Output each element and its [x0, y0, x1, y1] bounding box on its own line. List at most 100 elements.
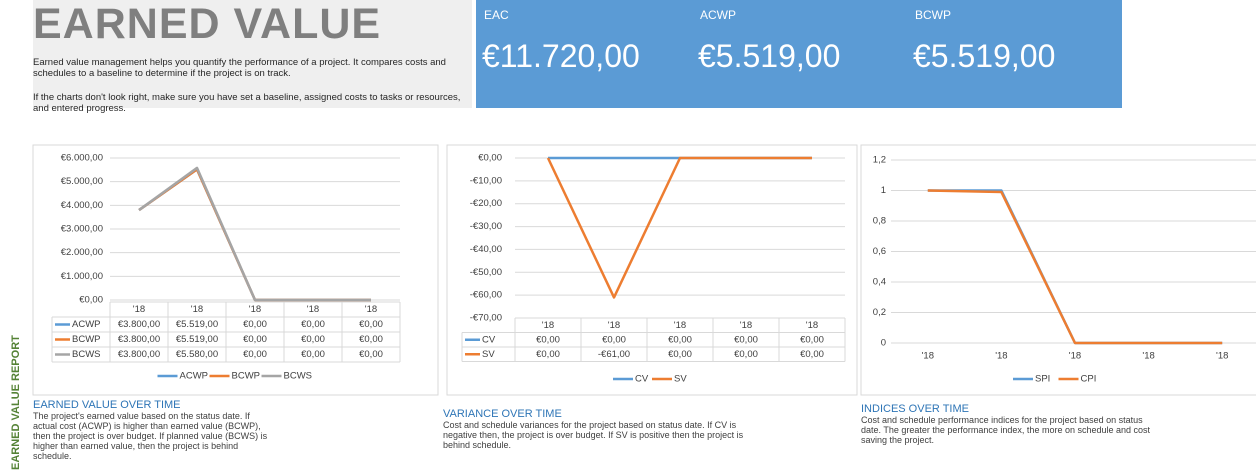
x-tick-label: '18: [1142, 351, 1154, 362]
y-tick-label: -€50,00: [470, 267, 502, 278]
table-row-label: CV: [482, 334, 496, 345]
section-text: Cost and schedule variances for the proj…: [443, 420, 744, 450]
side-label: EARNED VALUE REPORT: [10, 335, 22, 470]
x-tick-label: '18: [1216, 351, 1228, 362]
table-value: €5.519,00: [176, 319, 218, 330]
category-label: '18: [542, 320, 554, 331]
section-heading: EARNED VALUE OVER TIME: [33, 399, 181, 411]
table-value: €3.800,00: [118, 334, 160, 345]
intro-text: If the charts don't look right, make sur…: [33, 92, 461, 114]
legend-label: BCWS: [284, 371, 313, 382]
category-label: '18: [740, 320, 752, 331]
metric-value: €5.519,00: [698, 38, 841, 74]
series-line: [546, 156, 812, 299]
y-tick-label: -€70,00: [470, 313, 502, 324]
y-tick-label: 1: [881, 185, 886, 196]
table-value: €0,00: [668, 349, 692, 360]
y-tick-label: 0: [881, 338, 886, 349]
series-line: [927, 189, 1223, 345]
y-tick-label: €0,00: [79, 295, 103, 306]
table-value: €0,00: [602, 334, 626, 345]
y-tick-label: -€40,00: [470, 244, 502, 255]
category-label: '18: [608, 320, 620, 331]
table-value: €0,00: [301, 319, 325, 330]
section-heading: INDICES OVER TIME: [861, 403, 969, 415]
legend-label: SV: [674, 374, 687, 385]
y-tick-label: -€30,00: [470, 221, 502, 232]
x-tick-label: '18: [1069, 351, 1081, 362]
section-heading: VARIANCE OVER TIME: [443, 408, 562, 420]
table-value: €0,00: [536, 349, 560, 360]
metric-label: EAC: [484, 8, 509, 22]
table-value: €0,00: [536, 334, 560, 345]
y-tick-label: €5.000,00: [61, 176, 103, 187]
y-tick-label: -€10,00: [470, 175, 502, 186]
table-value: €0,00: [668, 334, 692, 345]
table-value: €0,00: [800, 349, 824, 360]
metrics-panel: EAC €11.720,00 ACWP €5.519,00 BCWP €5.51…: [476, 0, 1122, 108]
section: EARNED VALUE OVER TIME The project's ear…: [33, 399, 273, 461]
table-value: €5.519,00: [176, 334, 218, 345]
y-tick-label: €3.000,00: [61, 224, 103, 235]
category-label: '18: [133, 304, 145, 315]
header-panel: EARNED VALUE Earned value management hel…: [33, 0, 472, 114]
table-value: €0,00: [359, 349, 383, 360]
intro-text: Earned value management helps you quanti…: [33, 57, 446, 79]
x-tick-label: '18: [995, 351, 1007, 362]
x-tick-label: '18: [922, 351, 934, 362]
table-row-label: BCWS: [72, 349, 101, 360]
y-tick-label: 0,6: [873, 246, 886, 257]
section: INDICES OVER TIME Cost and schedule perf…: [861, 403, 1161, 445]
category-label: '18: [806, 320, 818, 331]
table-value: €0,00: [243, 319, 267, 330]
series-line: [138, 166, 371, 302]
chart-frame: [32, 144, 439, 396]
table-value: €0,00: [359, 319, 383, 330]
metric-label: ACWP: [700, 8, 736, 22]
legend-label: BCWP: [232, 371, 261, 382]
metric-value: €11.720,00: [482, 38, 640, 74]
legend-label: CV: [635, 374, 649, 385]
table-value: €3.800,00: [118, 319, 160, 330]
table-value: €0,00: [301, 334, 325, 345]
category-label: '18: [249, 304, 261, 315]
table-value: -€61,00: [598, 349, 630, 360]
y-tick-label: -€60,00: [470, 290, 502, 301]
section-text: The project's earned value based on the …: [33, 411, 268, 461]
table-row-label: SV: [482, 349, 495, 360]
category-label: '18: [191, 304, 203, 315]
report-title: EARNED VALUE: [33, 0, 382, 48]
y-tick-label: 0,8: [873, 216, 886, 227]
category-label: '18: [307, 304, 319, 315]
y-tick-label: €2.000,00: [61, 247, 103, 258]
category-label: '18: [674, 320, 686, 331]
category-label: '18: [365, 304, 377, 315]
legend-label: SPI: [1035, 374, 1050, 385]
table-value: €0,00: [243, 334, 267, 345]
table-row-label: ACWP: [72, 319, 101, 330]
table-value: €5.580,00: [176, 349, 218, 360]
y-tick-label: 0,2: [873, 307, 886, 318]
table-value: €0,00: [243, 349, 267, 360]
metric-value: €5.519,00: [913, 38, 1056, 74]
y-tick-label: 1,2: [873, 155, 886, 166]
table-value: €0,00: [301, 349, 325, 360]
table-value: €0,00: [800, 334, 824, 345]
y-tick-label: -€20,00: [470, 198, 502, 209]
table-value: €0,00: [359, 334, 383, 345]
y-tick-label: €6.000,00: [61, 153, 103, 164]
section: VARIANCE OVER TIME Cost and schedule var…: [443, 408, 763, 450]
table-value: €0,00: [734, 334, 758, 345]
table-value: €0,00: [734, 349, 758, 360]
table-row-label: BCWP: [72, 334, 101, 345]
chart-frame: [446, 144, 858, 396]
table-value: €3.800,00: [118, 349, 160, 360]
metric-label: BCWP: [915, 8, 951, 22]
chart-frame: [860, 144, 1256, 396]
y-tick-label: €0,00: [478, 153, 502, 164]
y-tick-label: 0,4: [873, 277, 886, 288]
legend-label: CPI: [1081, 374, 1097, 385]
y-tick-label: €1.000,00: [61, 271, 103, 282]
